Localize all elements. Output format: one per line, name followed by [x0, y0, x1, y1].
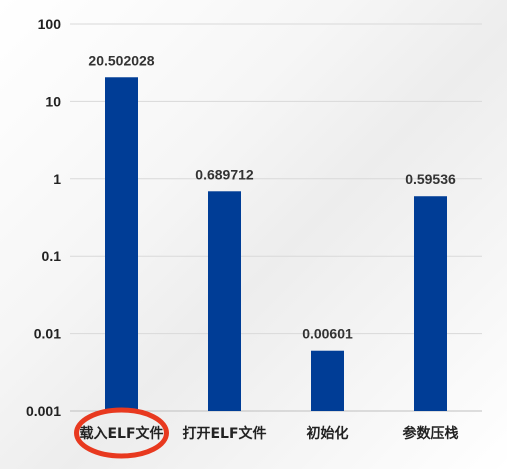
bar — [311, 350, 344, 411]
x-tick-label: 打开ELF文件 — [182, 425, 266, 442]
data-label: 20.502028 — [88, 52, 154, 68]
y-tick-label: 0.1 — [42, 248, 62, 264]
bar — [208, 191, 241, 411]
y-tick-label: 100 — [38, 16, 62, 32]
y-tick-label: 0.001 — [26, 403, 61, 419]
x-axis-labels: 载入ELF文件 打开ELF文件 初始化 参数压栈 — [79, 425, 458, 442]
bars — [105, 77, 447, 411]
x-tick-label: 参数压栈 — [403, 425, 459, 442]
data-label: 0.00601 — [302, 326, 353, 342]
y-tick-label: 1 — [53, 171, 61, 187]
x-tick-label: 初始化 — [307, 425, 349, 442]
value-labels: 20.502028 0.689712 0.00601 0.59536 — [88, 52, 456, 341]
x-tick-label: 载入ELF文件 — [79, 425, 163, 442]
data-label: 0.59536 — [405, 171, 456, 187]
data-label: 0.689712 — [195, 166, 254, 182]
bar — [105, 77, 138, 411]
y-tick-label: 0.01 — [34, 326, 61, 342]
highlight — [74, 407, 169, 459]
y-axis-ticks: 100 10 1 0.1 0.01 0.001 — [26, 16, 61, 419]
bar — [414, 196, 447, 411]
highlight-ellipse — [74, 407, 169, 459]
y-tick-label: 10 — [45, 93, 61, 109]
